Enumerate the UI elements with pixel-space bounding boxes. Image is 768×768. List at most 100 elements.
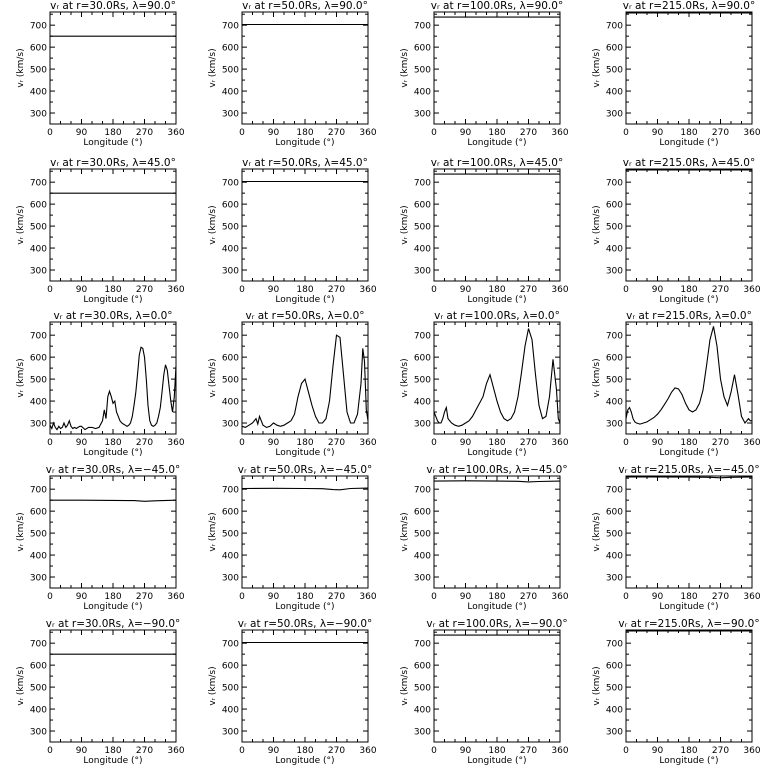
x-tick-label: 360 xyxy=(167,285,184,295)
y-tick-label: 400 xyxy=(30,552,47,562)
y-tick-label: 400 xyxy=(30,398,47,408)
y-tick-label: 300 xyxy=(30,574,47,584)
y-tick-label: 700 xyxy=(606,486,623,496)
x-tick-label: 360 xyxy=(359,592,376,602)
x-tick-label: 180 xyxy=(296,285,313,295)
x-tick-label: 0 xyxy=(239,438,245,448)
y-axis-label: vᵣ (km/s) xyxy=(592,48,602,87)
y-tick-label: 600 xyxy=(30,354,47,364)
x-tick-label: 270 xyxy=(136,128,153,138)
x-tick-label: 360 xyxy=(167,128,184,138)
x-tick-label: 270 xyxy=(136,592,153,602)
panel: vᵣ at r=215.0Rs, λ=90.0° 300 400 500 600 700 0… xyxy=(592,0,761,148)
y-tick-label: 400 xyxy=(414,398,431,408)
y-tick-label: 500 xyxy=(222,684,239,694)
x-tick-label: 90 xyxy=(76,285,88,295)
y-tick-label: 400 xyxy=(30,245,47,255)
y-tick-label: 400 xyxy=(30,88,47,98)
x-tick-label: 270 xyxy=(328,128,345,138)
x-tick-label: 180 xyxy=(488,592,505,602)
x-tick-label: 0 xyxy=(239,128,245,138)
y-tick-label: 500 xyxy=(606,530,623,540)
x-tick-label: 360 xyxy=(743,128,760,138)
x-axis-label: Longitude (°) xyxy=(659,138,718,148)
y-tick-label: 600 xyxy=(30,662,47,672)
y-tick-label: 700 xyxy=(414,332,431,342)
y-tick-label: 300 xyxy=(606,728,623,738)
y-tick-label: 600 xyxy=(30,201,47,211)
panel-title: vᵣ at r=215.0Rs, λ=45.0° xyxy=(623,157,755,169)
x-tick-label: 90 xyxy=(460,592,472,602)
panel: vᵣ at r=215.0Rs, λ=−90.0° 300 400 500 600 700… xyxy=(592,618,761,766)
x-axis-label: Longitude (°) xyxy=(659,295,718,305)
x-tick-label: 90 xyxy=(76,746,88,756)
y-tick-label: 500 xyxy=(414,66,431,76)
panel-title: vᵣ at r=50.0Rs, λ=45.0° xyxy=(242,157,368,169)
y-tick-label: 400 xyxy=(414,552,431,562)
plot-frame xyxy=(433,11,561,125)
x-tick-label: 270 xyxy=(328,285,345,295)
y-tick-label: 400 xyxy=(606,398,623,408)
y-tick-label: 600 xyxy=(414,44,431,54)
x-tick-label: 90 xyxy=(268,285,280,295)
plot-frame xyxy=(433,475,561,589)
y-tick-label: 700 xyxy=(414,179,431,189)
panel: vᵣ at r=215.0Rs, λ=0.0° 300 400 500 600 700 0 9… xyxy=(592,310,761,458)
x-tick-label: 180 xyxy=(488,285,505,295)
x-axis-label: Longitude (°) xyxy=(275,138,334,148)
y-axis-label: vᵣ (km/s) xyxy=(592,358,602,397)
panel: vᵣ at r=30.0Rs, λ=−90.0° 300 400 500 600 700 0… xyxy=(16,618,185,766)
x-axis-label: Longitude (°) xyxy=(467,138,526,148)
x-tick-label: 90 xyxy=(76,592,88,602)
y-tick-label: 700 xyxy=(30,486,47,496)
y-tick-label: 300 xyxy=(414,110,431,120)
plot-frame xyxy=(49,168,177,282)
x-tick-label: 360 xyxy=(743,592,760,602)
y-tick-label: 500 xyxy=(30,66,47,76)
y-tick-label: 700 xyxy=(606,332,623,342)
x-tick-label: 360 xyxy=(167,438,184,448)
x-tick-label: 0 xyxy=(239,746,245,756)
plot-frame xyxy=(433,321,561,435)
y-tick-label: 700 xyxy=(222,332,239,342)
y-tick-label: 500 xyxy=(606,66,623,76)
y-tick-label: 700 xyxy=(222,22,239,32)
x-tick-label: 0 xyxy=(431,438,437,448)
y-tick-label: 600 xyxy=(414,662,431,672)
panel-title: vᵣ at r=100.0Rs, λ=0.0° xyxy=(434,310,560,322)
y-tick-label: 400 xyxy=(222,88,239,98)
y-tick-label: 600 xyxy=(606,508,623,518)
x-tick-label: 360 xyxy=(743,285,760,295)
y-tick-label: 700 xyxy=(222,486,239,496)
panel-title: vᵣ at r=50.0Rs, λ=−90.0° xyxy=(238,618,373,630)
y-axis-label: vᵣ (km/s) xyxy=(400,205,410,244)
y-tick-label: 300 xyxy=(30,728,47,738)
y-axis-label: vᵣ (km/s) xyxy=(208,48,218,87)
x-tick-label: 0 xyxy=(623,592,629,602)
panel-title: vᵣ at r=30.0Rs, λ=−90.0° xyxy=(46,618,181,630)
y-tick-label: 300 xyxy=(30,420,47,430)
x-tick-label: 270 xyxy=(328,592,345,602)
panel: vᵣ at r=215.0Rs, λ=45.0° 300 400 500 600 700 0… xyxy=(592,157,761,305)
x-tick-label: 180 xyxy=(104,592,121,602)
x-axis-label: Longitude (°) xyxy=(467,602,526,612)
panel-title: vᵣ at r=50.0Rs, λ=0.0° xyxy=(245,310,364,322)
plot-frame xyxy=(625,168,753,282)
series-line xyxy=(625,326,752,425)
y-tick-label: 700 xyxy=(606,22,623,32)
y-tick-label: 300 xyxy=(414,267,431,277)
x-tick-label: 90 xyxy=(460,438,472,448)
y-tick-label: 600 xyxy=(30,44,47,54)
x-tick-label: 360 xyxy=(551,438,568,448)
x-tick-label: 180 xyxy=(680,746,697,756)
y-tick-label: 400 xyxy=(222,552,239,562)
x-tick-label: 90 xyxy=(268,746,280,756)
y-tick-label: 700 xyxy=(606,179,623,189)
y-tick-label: 700 xyxy=(30,640,47,650)
y-tick-label: 400 xyxy=(414,88,431,98)
x-tick-label: 0 xyxy=(431,746,437,756)
x-tick-label: 180 xyxy=(104,128,121,138)
x-tick-label: 90 xyxy=(652,746,664,756)
plot-frame xyxy=(625,321,753,435)
x-tick-label: 270 xyxy=(712,438,729,448)
